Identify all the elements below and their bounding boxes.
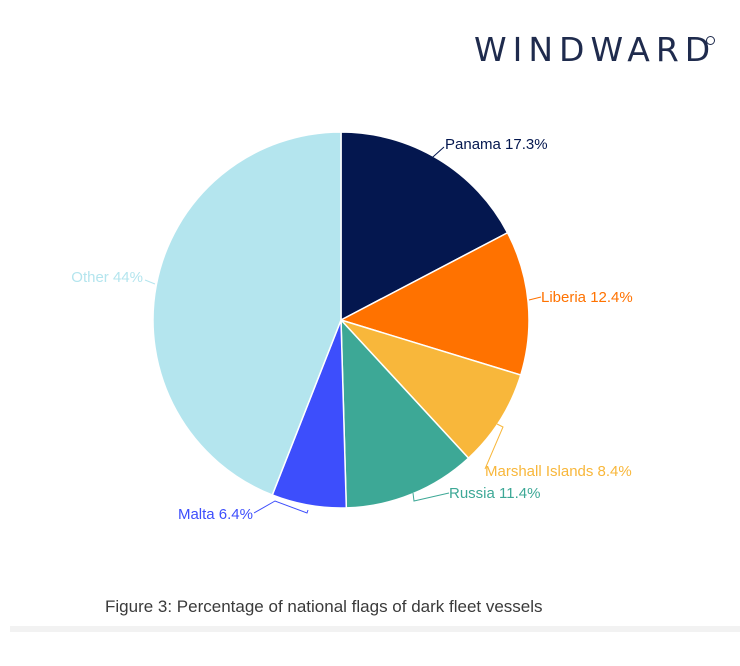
pie-slice-russia <box>340 318 470 509</box>
slice-label-malta: Malta 6.4% <box>178 506 253 523</box>
leader-line-panama <box>413 146 445 175</box>
leader-line-marshall-islands <box>484 423 504 470</box>
brand-logo: WINDWARD <box>474 30 716 70</box>
pie-slice-other <box>152 131 342 496</box>
brand-logo-text: WINDWARD <box>474 30 717 69</box>
leader-line-liberia <box>528 296 542 301</box>
pie-slice-panama <box>340 131 509 322</box>
slice-label-russia: Russia 11.4% <box>449 485 540 502</box>
label-leader-lines <box>144 146 542 514</box>
leader-line-other <box>144 279 156 285</box>
figure-caption: Figure 3: Percentage of national flags o… <box>105 597 543 616</box>
slice-label-marshall-islands: Marshall Islands 8.4% <box>485 463 632 480</box>
leader-line-malta <box>253 500 309 514</box>
pie-slices <box>152 131 530 509</box>
slice-label-liberia: Liberia 12.4% <box>541 289 633 306</box>
pie-slice-marshall-islands <box>338 318 522 460</box>
slice-label-other: Other 44% <box>71 269 143 286</box>
slice-labels: Panama 17.3% Liberia 12.4% Marshall Island… <box>71 136 632 523</box>
pie-slice-liberia <box>339 231 530 376</box>
bottom-band <box>10 626 740 632</box>
brand-logo-mark <box>706 36 715 45</box>
slice-label-panama: Panama 17.3% <box>445 136 548 153</box>
leader-line-russia <box>412 492 450 502</box>
